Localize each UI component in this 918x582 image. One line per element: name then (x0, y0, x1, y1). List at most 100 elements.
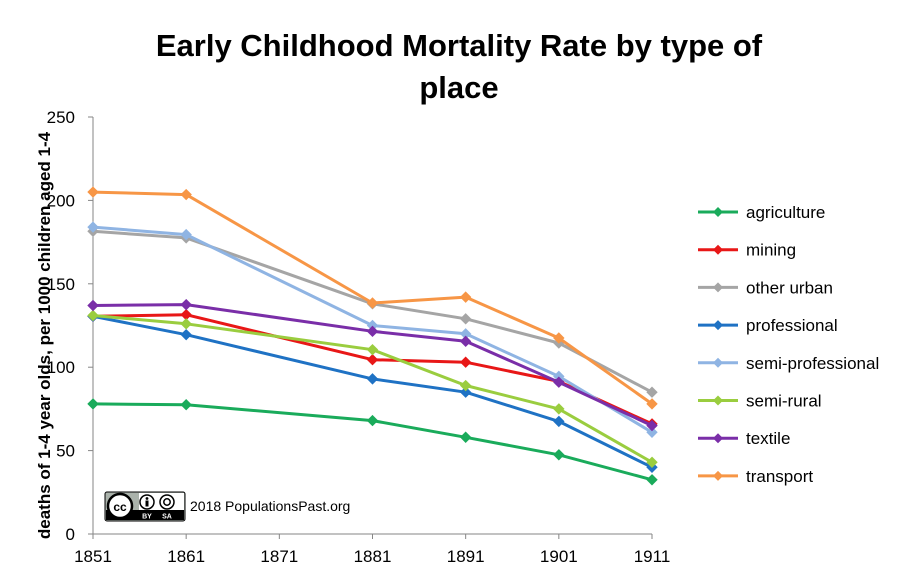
by-icon-head (145, 497, 149, 500)
legend-label: other urban (746, 278, 833, 297)
chart-title-line: place (419, 70, 498, 105)
data-point (180, 228, 192, 241)
x-tick-label: 1861 (167, 547, 205, 566)
by-text: BY (142, 514, 152, 521)
legend-item: transport (698, 467, 813, 486)
y-tick-label: 200 (47, 191, 75, 210)
data-point (553, 449, 565, 461)
legend-item: semi-professional (698, 354, 879, 373)
y-axis-title: deaths of 1-4 year olds, per 1000 childr… (35, 131, 54, 539)
data-point (366, 297, 379, 309)
series-textile (87, 298, 658, 432)
legend-swatch-marker (713, 282, 723, 293)
sa-icon-arrow (163, 498, 171, 506)
data-point (87, 186, 99, 198)
sa-icon (159, 494, 175, 510)
series-transport (87, 186, 658, 410)
legend: agriculture mining other urban professional… (698, 203, 879, 486)
chart-title-line: Early Childhood Mortality Rate by type o… (156, 28, 763, 63)
cc-badge-bottom (106, 510, 184, 520)
x-tick-label: 1851 (74, 547, 112, 566)
cc-icon-glyph: cc (113, 500, 127, 514)
series-semi-professional (87, 221, 658, 438)
y-tick-label: 250 (47, 108, 75, 127)
x-tick-label: 1911 (634, 547, 671, 566)
series-line (91, 314, 654, 469)
data-point (87, 309, 99, 322)
x-tick-label: 1871 (260, 547, 298, 566)
data-point (87, 299, 99, 312)
data-point (87, 221, 99, 233)
data-point (180, 188, 192, 201)
series-line (91, 229, 654, 394)
x-tick-label: 1891 (447, 547, 485, 566)
legend-item: professional (698, 316, 838, 335)
sa-text: SA (162, 514, 172, 521)
legend-label: agriculture (746, 203, 825, 222)
data-point (366, 414, 379, 427)
series-line (91, 402, 654, 482)
y-tick-label: 50 (56, 442, 75, 461)
y-tick-label: 0 (66, 525, 75, 544)
legend-item: semi-rural (698, 392, 822, 411)
data-point (646, 398, 658, 410)
series-line (91, 190, 654, 406)
legend-swatch-marker (713, 320, 723, 331)
legend-label: textile (746, 429, 790, 448)
data-point (87, 398, 99, 410)
series-line (91, 225, 654, 434)
legend-swatch-marker (713, 433, 723, 444)
x-tick-label: 1881 (354, 547, 392, 566)
chart-title: Early Childhood Mortality Rate by type o… (156, 28, 763, 105)
legend-item: other urban (698, 278, 833, 297)
legend-swatch-marker (713, 244, 723, 255)
data-point (366, 373, 379, 385)
y-tick-label: 150 (47, 275, 75, 294)
data-point (553, 403, 565, 415)
legend-label: transport (746, 467, 813, 486)
data-point (553, 332, 565, 344)
legend-item: agriculture (698, 203, 825, 222)
data-point (553, 376, 565, 388)
data-point (459, 356, 472, 368)
legend-label: professional (746, 316, 838, 335)
data-point (366, 325, 379, 338)
legend-item: mining (698, 241, 796, 260)
data-point (459, 379, 472, 392)
axes: 0 50 100 150 200 250 1851 1861 1871 1881 1891 1901 1… (35, 108, 670, 566)
legend-label: semi-professional (746, 354, 879, 373)
data-point (180, 328, 192, 341)
data-point (646, 456, 658, 468)
data-point (459, 335, 472, 348)
data-point (646, 426, 658, 438)
data-point (646, 474, 658, 486)
legend-swatch-marker (713, 470, 723, 481)
credit-badge: cc BY SA 2018 PopulationsPast.org (104, 491, 350, 522)
data-point (459, 386, 472, 398)
legend-swatch-marker (713, 207, 723, 217)
data-point (553, 415, 565, 428)
cc-icon (106, 492, 134, 520)
credit-text: 2018 PopulationsPast.org (190, 498, 350, 514)
series-line (91, 303, 654, 428)
series-agriculture (87, 398, 658, 486)
legend-label: semi-rural (746, 392, 822, 411)
data-point (366, 343, 379, 356)
series-lines (87, 186, 658, 486)
legend-item: textile (698, 429, 790, 448)
data-point (459, 313, 472, 325)
data-point (646, 419, 658, 432)
data-point (646, 386, 658, 398)
data-point (459, 291, 472, 303)
series-other-urban (87, 225, 658, 398)
data-point (180, 318, 192, 330)
data-point (180, 298, 192, 311)
legend-label: mining (746, 241, 796, 260)
series-line (91, 314, 654, 464)
by-icon-body (145, 500, 149, 507)
y-tick-label: 100 (47, 358, 75, 377)
data-point (366, 353, 379, 366)
series-semi-rural (87, 309, 658, 468)
